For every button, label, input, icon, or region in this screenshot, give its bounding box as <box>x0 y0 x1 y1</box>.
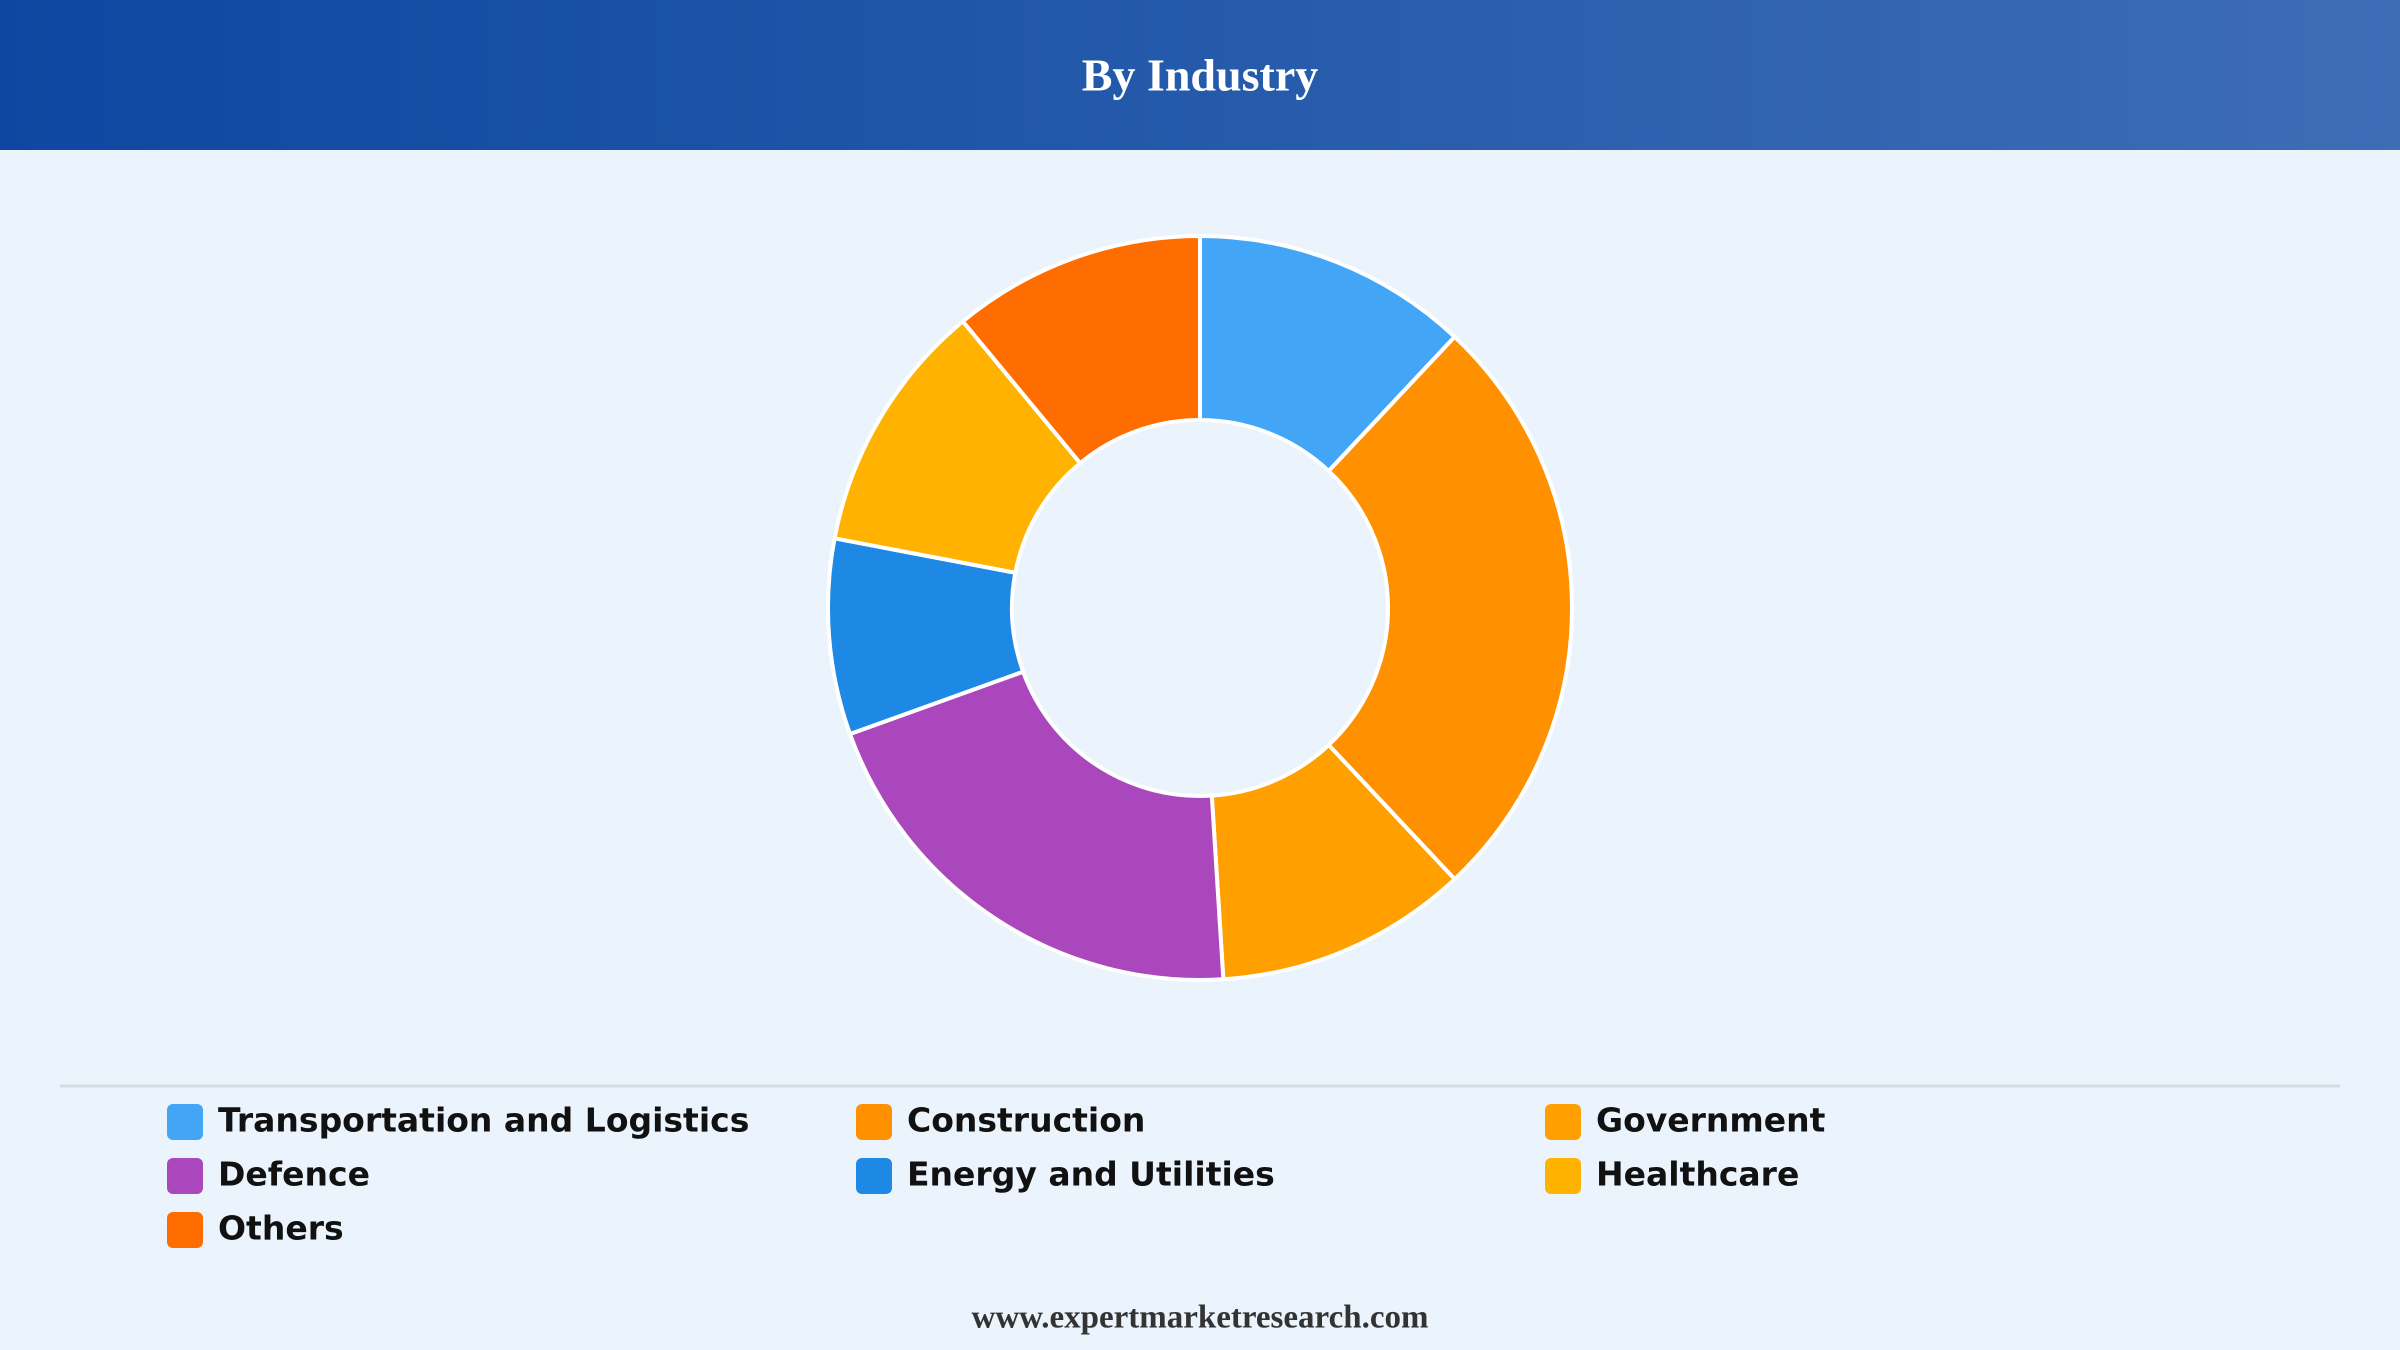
footer-url: www.expertmarketresearch.com <box>972 1300 1429 1336</box>
legend-swatch <box>856 1104 892 1140</box>
legend-swatch <box>167 1158 203 1194</box>
legend-label: Others <box>218 1209 344 1248</box>
legend-label: Transportation and Logistics <box>218 1101 749 1140</box>
legend-swatch <box>167 1212 203 1248</box>
legend-label: Energy and Utilities <box>907 1155 1275 1194</box>
donut-slice <box>847 669 1226 982</box>
donut-slice <box>1325 333 1574 883</box>
header-bar <box>0 0 2400 150</box>
chart-title: By Industry <box>1082 50 1318 101</box>
legend-swatch <box>1545 1158 1581 1194</box>
legend-swatch <box>167 1104 203 1140</box>
legend-swatch <box>1545 1104 1581 1140</box>
legend-swatch <box>856 1158 892 1194</box>
donut-slice <box>1198 233 1458 474</box>
legend-label: Defence <box>218 1155 370 1194</box>
legend-label: Construction <box>907 1101 1145 1140</box>
legend-label: Healthcare <box>1596 1155 1799 1194</box>
donut-slice <box>960 233 1202 466</box>
legend-label: Government <box>1596 1101 1826 1140</box>
